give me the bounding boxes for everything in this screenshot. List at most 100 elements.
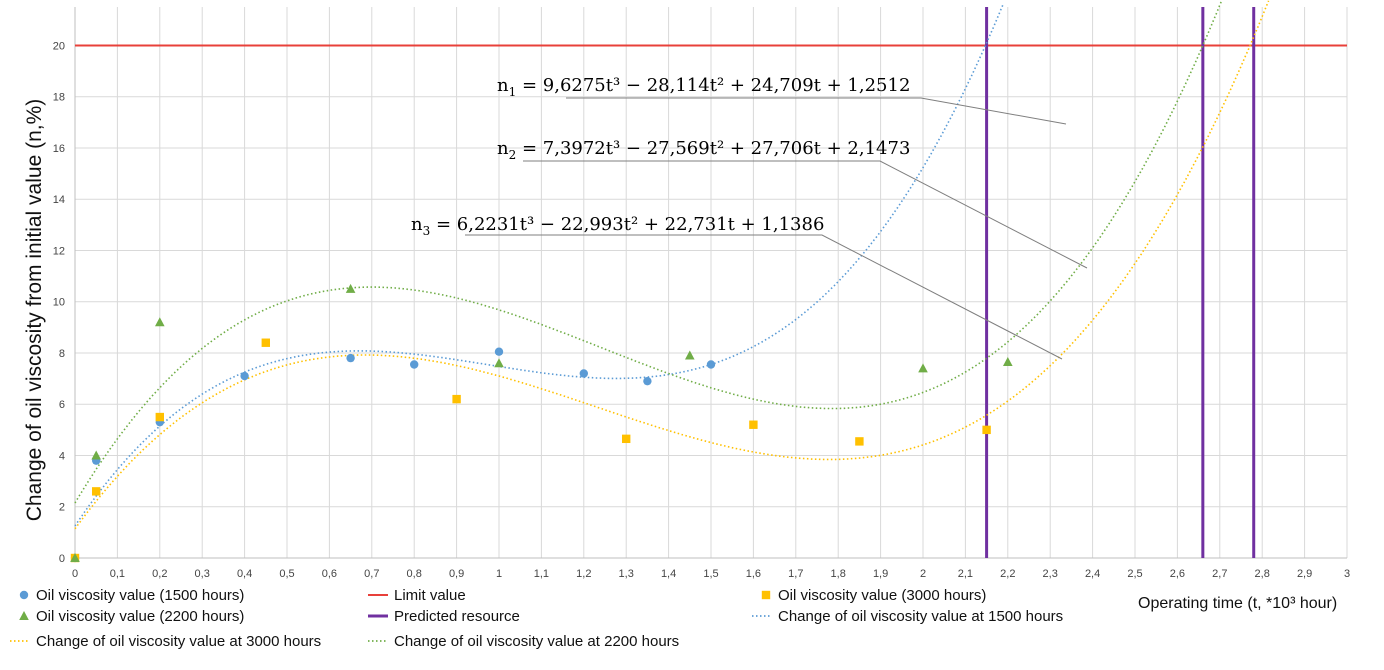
data-point <box>70 553 80 562</box>
data-point <box>622 434 631 444</box>
data-point <box>706 360 716 369</box>
legend-label: Change of oil viscosity value at 1500 ho… <box>778 608 1063 625</box>
x-tick-label: 1,8 <box>831 568 846 580</box>
data-point <box>494 358 504 368</box>
legend-item: Oil viscosity value (3000 hours) <box>761 587 986 604</box>
x-tick-label: 0,7 <box>364 568 379 580</box>
legend-item: Change of oil viscosity value at 2200 ho… <box>368 633 679 650</box>
legend-item: Oil viscosity value (2200 hours) <box>19 608 244 625</box>
x-tick-label: 0,8 <box>407 568 422 580</box>
legend-item: Change of oil viscosity value at 3000 ho… <box>10 633 321 650</box>
trendline <box>74 0 1270 530</box>
data-point <box>855 437 864 446</box>
x-tick-label: 0,9 <box>449 568 464 580</box>
legend-item: Limit value <box>368 587 466 604</box>
equation-label: n2 = 7,3972t³ − 27,569t² + 27,706t + 2,1… <box>497 138 910 162</box>
x-tick-label: 2,6 <box>1170 568 1185 580</box>
x-tick-label: 1,1 <box>534 568 549 580</box>
data-point <box>1003 356 1013 366</box>
x-tick-label: 3 <box>1344 568 1350 580</box>
data-point <box>92 487 101 496</box>
data-point <box>410 360 419 369</box>
x-tick-label: 1,3 <box>619 568 634 580</box>
y-tick-label: 10 <box>53 297 65 309</box>
x-tick-label: 2,8 <box>1255 568 1270 580</box>
x-tick-label: 0 <box>72 568 78 580</box>
equation-leader-line <box>523 160 1088 269</box>
data-point <box>91 450 101 460</box>
y-tick-label: 20 <box>53 40 65 52</box>
x-tick-label: 2,1 <box>958 568 973 580</box>
y-axis-title: Change of oil viscosity from initial val… <box>23 99 46 522</box>
x-tick-label: 2,9 <box>1297 568 1312 580</box>
x-tick-label: 0,4 <box>237 568 252 580</box>
trend-equations: n1 = 9,6275t³ − 28,114t² + 24,709t + 1,2… <box>411 75 1088 360</box>
data-point <box>240 371 249 381</box>
y-tick-label: 8 <box>59 348 65 360</box>
x-tick-label: 0,1 <box>110 568 125 580</box>
y-tick-label: 14 <box>53 194 65 206</box>
x-tick-label: 0,3 <box>195 568 210 580</box>
x-tick-label: 2,4 <box>1085 568 1100 580</box>
equation-leader-line <box>465 234 1063 360</box>
legend-swatch <box>761 590 771 600</box>
x-tick-label: 2 <box>920 568 926 580</box>
legend-label: Oil viscosity value (1500 hours) <box>36 587 244 604</box>
legend-label: Oil viscosity value (3000 hours) <box>778 587 986 604</box>
legend-label: Limit value <box>394 587 466 604</box>
legend-item: Change of oil viscosity value at 1500 ho… <box>752 608 1063 625</box>
trendline <box>74 2 1005 527</box>
x-tick-label: 2,7 <box>1212 568 1227 580</box>
x-tick-label: 0,6 <box>322 568 337 580</box>
y-tick-label: 12 <box>53 245 65 257</box>
legend-swatch <box>19 590 29 600</box>
equation-label: n1 = 9,6275t³ − 28,114t² + 24,709t + 1,2… <box>497 75 910 99</box>
x-tick-label: 1,9 <box>873 568 888 580</box>
x-tick-label: 1,7 <box>788 568 803 580</box>
y-tick-label: 18 <box>53 92 65 104</box>
x-tick-label: 2,2 <box>1000 568 1015 580</box>
data-point <box>345 283 356 293</box>
data-point <box>494 347 504 356</box>
equation-label: n3 = 6,2231t³ − 22,993t² + 22,731t + 1,1… <box>411 214 824 238</box>
data-point <box>261 338 270 347</box>
data-point <box>749 420 758 429</box>
trendlines <box>74 0 1270 530</box>
data-point <box>155 412 164 422</box>
y-tick-label: 0 <box>59 553 65 565</box>
data-point <box>643 376 652 386</box>
reference-lines <box>75 7 1347 558</box>
x-tick-label: 1,4 <box>661 568 676 580</box>
trendline <box>74 0 1223 504</box>
data-point <box>685 350 695 360</box>
x-tick-label: 1,6 <box>746 568 761 580</box>
legend-item: Predicted resource <box>368 608 520 625</box>
data-point <box>918 363 928 373</box>
data-point <box>155 317 165 327</box>
legend-label: Predicted resource <box>394 608 520 625</box>
x-tick-label: 0,2 <box>152 568 167 580</box>
legend: Oil viscosity value (1500 hours) Limit va… <box>10 587 1063 650</box>
x-tick-label: 1,5 <box>703 568 718 580</box>
data-point <box>346 353 355 363</box>
y-tick-label: 2 <box>59 502 65 514</box>
x-axis-title: Operating time (t, *10³ hour) <box>1138 595 1337 612</box>
data-points <box>70 283 1013 563</box>
data-point <box>982 425 991 435</box>
x-tick-label: 1,2 <box>576 568 591 580</box>
y-tick-label: 6 <box>59 399 65 411</box>
x-tick-label: 2,3 <box>1043 568 1058 580</box>
legend-label: Change of oil viscosity value at 2200 ho… <box>394 633 679 650</box>
legend-swatch <box>19 611 29 620</box>
x-tick-label: 1 <box>496 568 502 580</box>
equation-leader-line <box>566 97 1067 125</box>
data-point <box>452 394 461 404</box>
legend-label: Change of oil viscosity value at 3000 ho… <box>36 633 321 650</box>
x-tick-label: 2,5 <box>1127 568 1142 580</box>
x-tick-label: 0,5 <box>279 568 294 580</box>
data-point <box>579 369 588 378</box>
y-tick-label: 16 <box>53 143 65 155</box>
legend-label: Oil viscosity value (2200 hours) <box>36 608 244 625</box>
